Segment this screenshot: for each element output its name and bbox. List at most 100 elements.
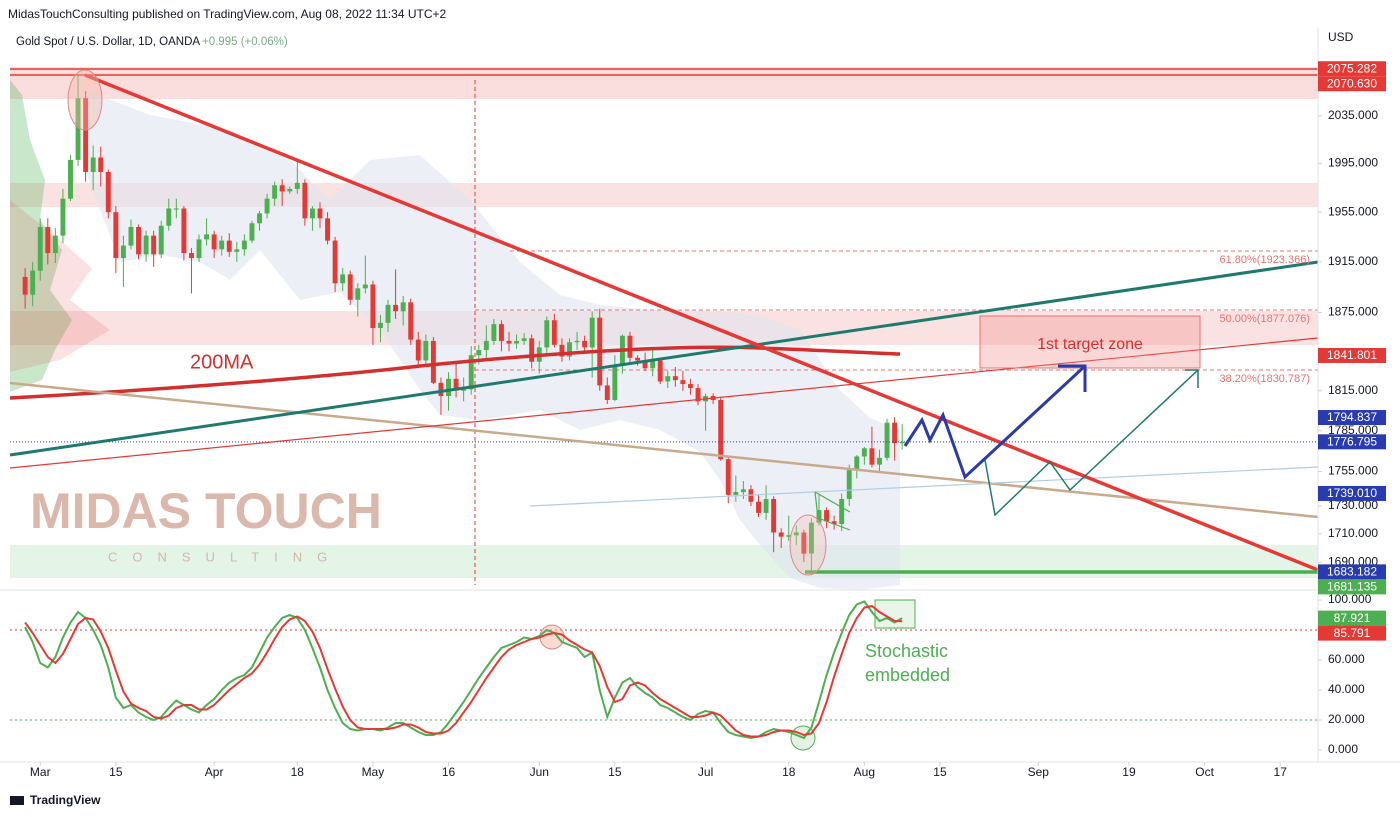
- trend-line: [9, 337, 1319, 469]
- candle-body: [461, 389, 467, 391]
- candle-body: [680, 380, 686, 385]
- y-tick-label: 1710.000: [1328, 526, 1378, 540]
- price-label: 1776.795: [1327, 434, 1377, 448]
- candle-body: [521, 338, 527, 341]
- candle-body: [657, 360, 663, 382]
- candle-body: [423, 340, 429, 361]
- candle-body: [468, 355, 474, 390]
- candle-body: [801, 532, 807, 554]
- x-tick-label: Apr: [205, 765, 224, 779]
- candle-body: [793, 532, 799, 536]
- x-tick-label: 18: [291, 765, 305, 779]
- candle-body: [688, 384, 693, 389]
- candle-body: [196, 239, 202, 259]
- axes: 1690.0001710.0001730.0001755.0001785.000…: [30, 61, 1386, 779]
- arrow-head: [1185, 369, 1199, 388]
- drawings: 200MA 1st target zone 61.80%(1923.366) 5…: [0, 28, 1400, 763]
- y-tick-label: 1815.000: [1328, 383, 1378, 397]
- candle-body: [264, 198, 270, 214]
- y-tick-label: 1915.000: [1328, 254, 1378, 268]
- candle-body: [136, 226, 141, 255]
- candle-body: [249, 223, 255, 241]
- highlight: [67, 69, 103, 131]
- x-tick-label: 16: [442, 765, 456, 779]
- candle-body: [173, 208, 179, 210]
- candle-body: [30, 270, 36, 295]
- candle-body: [589, 317, 595, 348]
- candle-body: [642, 360, 648, 369]
- candle-body: [415, 339, 421, 361]
- candle-body: [22, 276, 28, 295]
- candle-body: [181, 208, 187, 254]
- candle-body: [756, 501, 761, 513]
- price-change: +0.995 (+0.06%): [202, 36, 288, 48]
- y-tick-label: 1785.000: [1328, 423, 1378, 437]
- trend-line: [9, 381, 1319, 519]
- trend-line: [529, 466, 1319, 507]
- candle-body: [355, 288, 361, 300]
- price-label-box: [1318, 434, 1386, 450]
- candle-body: [98, 157, 104, 172]
- x-tick-label: 19: [1122, 765, 1136, 779]
- target-zone: [979, 315, 1201, 369]
- trend-line: [9, 260, 1319, 457]
- candle-body: [816, 510, 822, 523]
- x-tick-label: 18: [782, 765, 796, 779]
- candle-body: [763, 499, 769, 513]
- fib-label: 38.20%(1830.787): [1219, 373, 1310, 385]
- candle-body: [105, 171, 111, 213]
- candle-body: [302, 182, 308, 219]
- footer-logo: TradingView: [30, 793, 101, 807]
- candle-body: [771, 499, 777, 533]
- candle-body: [567, 342, 572, 357]
- arrow-head: [1058, 364, 1087, 392]
- price-label-box: [1318, 579, 1386, 595]
- y-tick-label: 40.000: [1328, 682, 1365, 696]
- x-tick-label: 15: [109, 765, 123, 779]
- candle-body: [740, 489, 746, 493]
- price-label: 2070.630: [1327, 76, 1377, 90]
- candle-body: [551, 320, 557, 345]
- candle-body: [75, 98, 81, 160]
- highlight: [789, 514, 827, 576]
- candle-body: [612, 365, 618, 400]
- y-tick-label: 1755.000: [1328, 464, 1378, 478]
- candle-body: [257, 213, 262, 224]
- candle-body: [45, 226, 51, 254]
- candle-body: [430, 340, 436, 383]
- candle-body: [476, 350, 482, 356]
- candle-body: [226, 240, 232, 252]
- price-label: 87.921: [1334, 611, 1371, 625]
- candle-body: [234, 249, 240, 252]
- x-tick-label: Aug: [854, 765, 875, 779]
- x-tick-label: Oct: [1195, 765, 1214, 779]
- projection-path: [984, 369, 1199, 517]
- price-label: 1681.135: [1327, 580, 1377, 594]
- candle-body: [120, 245, 126, 259]
- price-label: 1683.182: [1327, 565, 1377, 579]
- candle-body: [695, 388, 701, 402]
- axis-unit: USD: [1328, 30, 1354, 44]
- resistance-zone: [10, 67, 1318, 99]
- candle-body: [438, 382, 444, 397]
- candle-body: [370, 284, 376, 328]
- candle-body: [37, 226, 43, 271]
- candle-body: [544, 320, 550, 348]
- x-tick-label: Jun: [530, 765, 549, 779]
- candle-body: [60, 198, 66, 236]
- candle-body: [491, 324, 497, 341]
- background-drawings: MIDAS TOUCH CONSULTING: [10, 67, 1318, 590]
- price-label: 2075.282: [1327, 61, 1377, 75]
- candle-body: [604, 385, 610, 400]
- candle-body: [362, 284, 368, 289]
- candle-body: [204, 234, 210, 240]
- stochastic: [24, 600, 903, 740]
- candle-body: [808, 522, 814, 554]
- x-tick-label: 17: [1274, 765, 1288, 779]
- price-label: 85.791: [1334, 626, 1371, 640]
- candle-body: [309, 208, 315, 219]
- highlight: [539, 624, 565, 650]
- candle-body: [861, 448, 867, 457]
- candle-body: [665, 376, 671, 382]
- price-label-box: [1318, 347, 1386, 363]
